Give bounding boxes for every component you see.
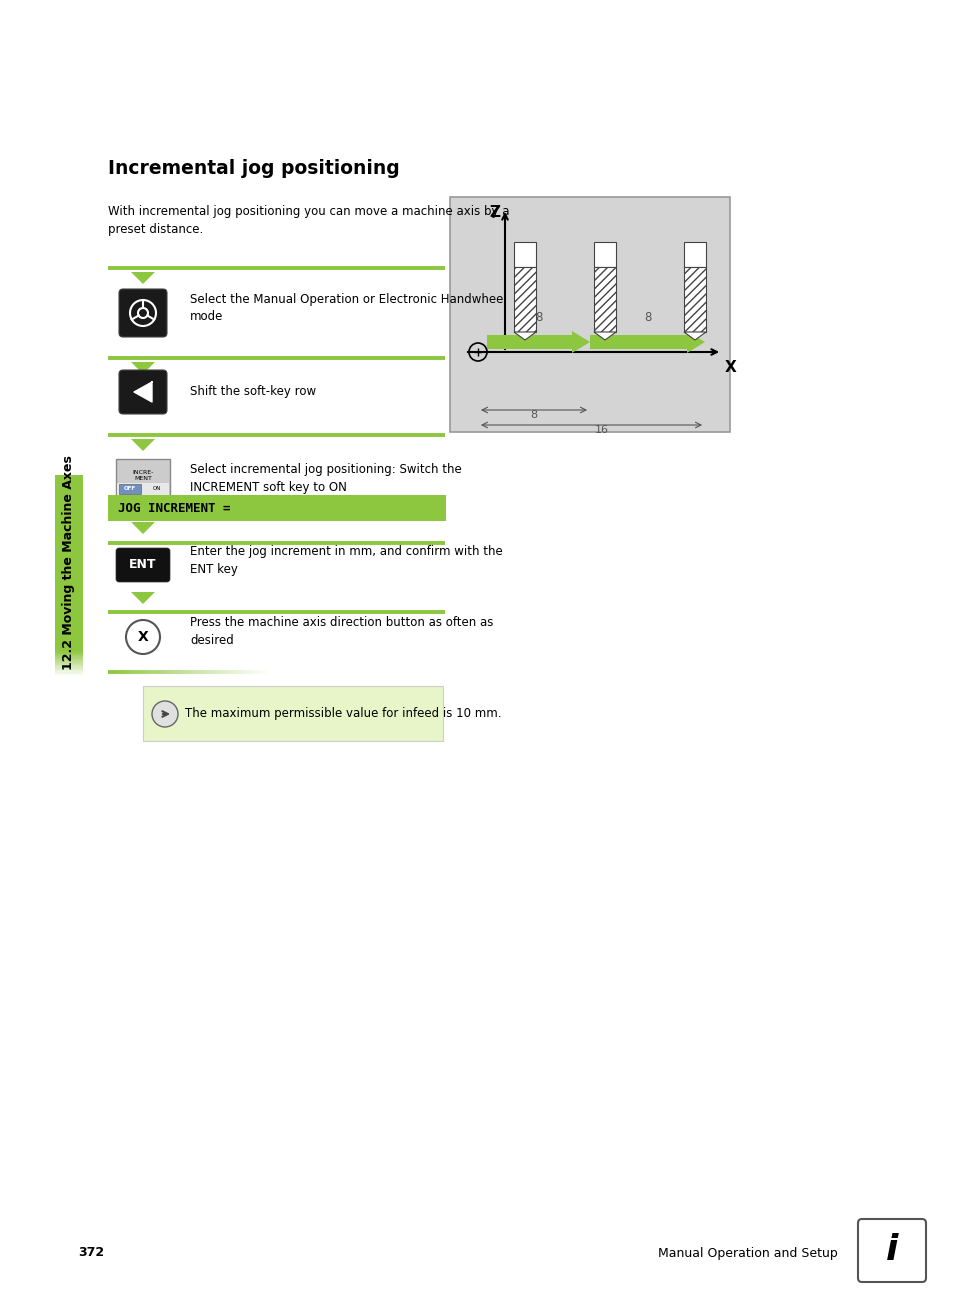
FancyBboxPatch shape <box>594 242 616 267</box>
Text: Shift the soft-key row: Shift the soft-key row <box>190 386 315 399</box>
Text: OFF: OFF <box>124 487 136 492</box>
FancyBboxPatch shape <box>119 370 167 415</box>
Polygon shape <box>131 522 154 534</box>
FancyBboxPatch shape <box>450 198 729 432</box>
Text: 16: 16 <box>594 425 608 436</box>
Polygon shape <box>133 382 152 402</box>
Text: Select the Manual Operation or Electronic Handwheel
mode: Select the Manual Operation or Electroni… <box>190 293 506 323</box>
FancyBboxPatch shape <box>143 685 442 742</box>
Text: 8: 8 <box>643 311 651 324</box>
FancyBboxPatch shape <box>857 1219 925 1282</box>
Polygon shape <box>131 439 154 451</box>
Text: Enter the jog increment in mm, and confirm with the
ENT key: Enter the jog increment in mm, and confi… <box>190 544 502 576</box>
FancyBboxPatch shape <box>514 267 536 332</box>
FancyBboxPatch shape <box>486 335 572 349</box>
FancyBboxPatch shape <box>116 548 170 582</box>
Text: ENT: ENT <box>129 559 156 572</box>
FancyBboxPatch shape <box>683 242 705 267</box>
Polygon shape <box>686 331 704 353</box>
Text: X: X <box>724 360 736 375</box>
Text: Incremental jog positioning: Incremental jog positioning <box>108 160 399 178</box>
Polygon shape <box>131 593 154 604</box>
Polygon shape <box>131 362 154 374</box>
Text: With incremental jog positioning you can move a machine axis by a
preset distanc: With incremental jog positioning you can… <box>108 205 509 235</box>
Text: Z: Z <box>489 205 499 220</box>
Text: JOG INCREMENT =: JOG INCREMENT = <box>118 501 231 514</box>
FancyBboxPatch shape <box>514 242 536 267</box>
FancyBboxPatch shape <box>116 459 170 497</box>
Polygon shape <box>594 332 616 340</box>
Polygon shape <box>131 272 154 284</box>
FancyBboxPatch shape <box>594 267 616 332</box>
Polygon shape <box>683 332 705 340</box>
Text: 12.2 Moving the Machine Axes: 12.2 Moving the Machine Axes <box>63 455 75 670</box>
FancyBboxPatch shape <box>108 494 446 521</box>
Circle shape <box>152 701 178 727</box>
Text: i: i <box>885 1233 897 1267</box>
Polygon shape <box>514 332 536 340</box>
Text: INCRE-: INCRE- <box>132 470 153 475</box>
Polygon shape <box>572 331 589 353</box>
FancyBboxPatch shape <box>119 289 167 337</box>
Text: 8: 8 <box>530 409 537 420</box>
FancyBboxPatch shape <box>589 335 686 349</box>
Text: MENT: MENT <box>134 476 152 481</box>
FancyBboxPatch shape <box>55 475 83 650</box>
Text: ON: ON <box>152 487 161 492</box>
Circle shape <box>126 620 160 654</box>
FancyBboxPatch shape <box>119 484 141 494</box>
Text: 8: 8 <box>535 311 541 324</box>
Text: The maximum permissible value for infeed is 10 mm.: The maximum permissible value for infeed… <box>185 708 501 721</box>
Text: Select incremental jog positioning: Switch the
INCREMENT soft key to ON: Select incremental jog positioning: Swit… <box>190 463 461 493</box>
Text: 372: 372 <box>78 1247 104 1260</box>
Text: Press the machine axis direction button as often as
desired: Press the machine axis direction button … <box>190 616 493 647</box>
Text: X: X <box>137 630 149 644</box>
FancyBboxPatch shape <box>683 267 705 332</box>
Text: Manual Operation and Setup: Manual Operation and Setup <box>658 1247 837 1260</box>
FancyBboxPatch shape <box>117 483 169 496</box>
